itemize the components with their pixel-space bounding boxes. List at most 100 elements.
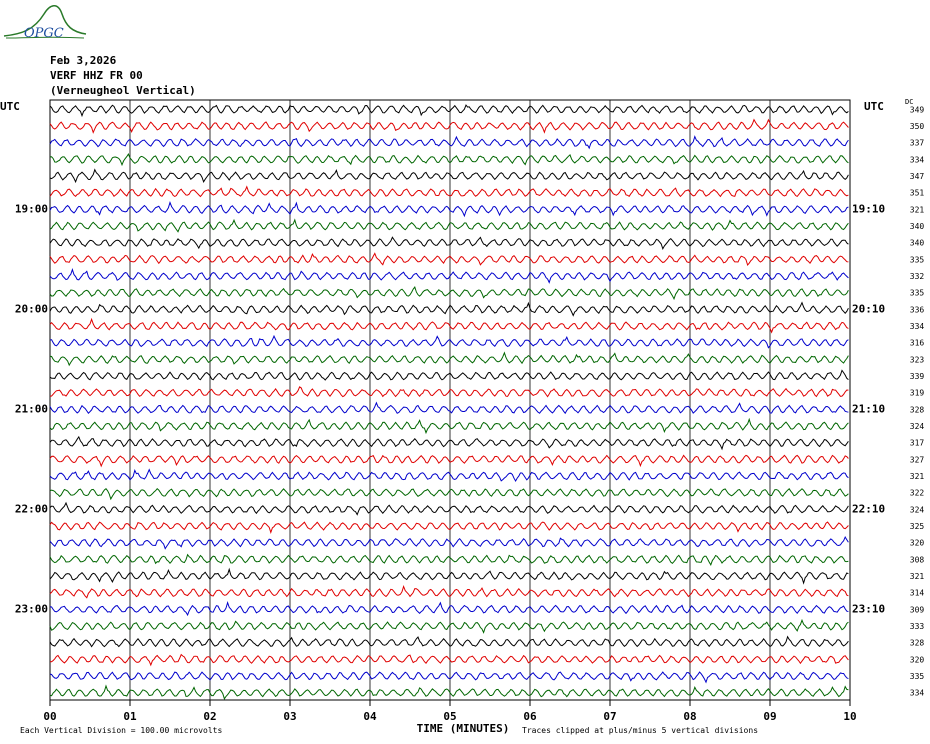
trace-line xyxy=(49,468,849,483)
dc-offset-label: 351 xyxy=(910,189,925,198)
trace-line xyxy=(49,635,849,648)
trace-line xyxy=(49,118,849,134)
trace-line xyxy=(49,200,849,218)
dc-offset-label: 321 xyxy=(910,205,925,214)
x-tick-label: 00 xyxy=(43,710,56,723)
dc-offset-label: 350 xyxy=(910,122,925,131)
dc-offset-label: 340 xyxy=(910,222,925,231)
trace-line xyxy=(49,567,849,585)
trace-line xyxy=(49,369,849,381)
trace-line xyxy=(49,168,849,184)
footer-clip-note: Traces clipped at plus/minus 5 vertical … xyxy=(522,726,758,735)
dc-offset-label: 334 xyxy=(910,322,925,331)
dc-offset-label: 335 xyxy=(910,255,925,264)
right-hour-label: 21:10 xyxy=(852,402,885,415)
trace-line xyxy=(49,684,849,700)
trace-line xyxy=(49,618,849,634)
trace-line xyxy=(50,653,849,667)
dc-offset-label: 335 xyxy=(910,672,925,681)
dc-column-label: DC xyxy=(905,98,913,106)
trace-line xyxy=(49,435,849,451)
dc-offset-label: 316 xyxy=(910,339,925,348)
dc-offset-label: 335 xyxy=(910,289,925,298)
dc-offset-label: 328 xyxy=(910,405,925,414)
x-tick-label: 06 xyxy=(523,710,537,723)
dc-offset-label: 314 xyxy=(910,589,925,598)
trace-line xyxy=(49,185,849,198)
dc-offset-label: 319 xyxy=(910,389,925,398)
x-tick-label: 05 xyxy=(443,710,456,723)
left-hour-label: 19:00 xyxy=(15,202,48,215)
dc-offset-label: 339 xyxy=(910,372,925,381)
trace-line xyxy=(49,584,849,599)
dc-offset-label: 325 xyxy=(910,522,925,531)
dc-offset-label: 347 xyxy=(910,172,925,181)
x-tick-label: 09 xyxy=(763,710,776,723)
trace-line xyxy=(49,521,849,534)
dc-offset-label: 340 xyxy=(910,239,925,248)
right-hour-label: 20:10 xyxy=(852,302,885,315)
trace-line xyxy=(49,401,849,415)
trace-line xyxy=(49,218,849,233)
trace-line xyxy=(49,600,849,617)
dc-offset-label: 337 xyxy=(910,139,925,148)
x-tick-label: 04 xyxy=(363,710,377,723)
left-hour-label: 23:00 xyxy=(15,602,48,615)
dc-offset-label: 320 xyxy=(910,539,925,548)
right-hour-label: 22:10 xyxy=(852,502,885,515)
dc-offset-label: 308 xyxy=(910,555,925,564)
logo-text: OPGC xyxy=(24,26,64,41)
dc-offset-label: 334 xyxy=(910,155,925,164)
left-hour-label: 22:00 xyxy=(15,502,48,515)
footer-scale-note: Each Vertical Division = 100.00 microvol… xyxy=(20,726,222,735)
trace-line xyxy=(49,454,849,468)
date-label: Feb 3,2026 xyxy=(50,54,117,67)
x-tick-label: 01 xyxy=(123,710,137,723)
trace-line xyxy=(49,536,849,550)
trace-line xyxy=(49,386,849,398)
dc-offset-label: 321 xyxy=(910,572,925,581)
trace-line xyxy=(49,301,849,317)
dc-offset-label: 324 xyxy=(910,422,925,431)
dc-offset-label: 333 xyxy=(910,622,925,631)
trace-line xyxy=(49,501,849,516)
left-utc-label: UTC xyxy=(0,100,20,113)
dc-offset-label: 334 xyxy=(910,689,925,698)
right-utc-label: UTC xyxy=(864,100,884,113)
x-axis-label: TIME (MINUTES) xyxy=(417,722,510,735)
station-label: VERF HHZ FR 00 xyxy=(50,69,143,82)
location-label: (Verneugheol Vertical) xyxy=(50,84,196,97)
dc-offset-label: 317 xyxy=(910,439,925,448)
dc-offset-label: 328 xyxy=(910,639,925,648)
trace-line xyxy=(49,236,849,251)
trace-line xyxy=(49,334,849,349)
x-tick-label: 02 xyxy=(203,710,216,723)
dc-offset-label: 332 xyxy=(910,272,925,281)
logo: OPGC xyxy=(0,0,90,46)
left-hour-label: 20:00 xyxy=(15,302,48,315)
trace-line xyxy=(49,286,849,301)
trace-line xyxy=(49,417,849,435)
trace-line xyxy=(49,104,849,118)
x-tick-label: 08 xyxy=(683,710,696,723)
dc-offset-label: 336 xyxy=(910,305,925,314)
right-hour-label: 23:10 xyxy=(852,602,885,615)
x-tick-label: 10 xyxy=(843,710,856,723)
dc-offset-label: 309 xyxy=(910,605,925,614)
trace-line xyxy=(49,317,849,334)
dc-offset-label: 323 xyxy=(910,355,925,364)
x-tick-label: 07 xyxy=(603,710,616,723)
trace-line xyxy=(49,487,849,501)
trace-line xyxy=(49,252,849,267)
trace-line xyxy=(49,153,849,167)
trace-line xyxy=(49,553,849,566)
trace-line xyxy=(49,351,849,367)
dc-offset-label: 322 xyxy=(910,489,925,498)
dc-offset-label: 321 xyxy=(910,472,925,481)
trace-line xyxy=(49,671,849,684)
dc-offset-label: 327 xyxy=(910,455,925,464)
logo-graphic xyxy=(3,5,87,39)
dc-offset-label: 320 xyxy=(910,655,925,664)
left-hour-label: 21:00 xyxy=(15,402,48,415)
